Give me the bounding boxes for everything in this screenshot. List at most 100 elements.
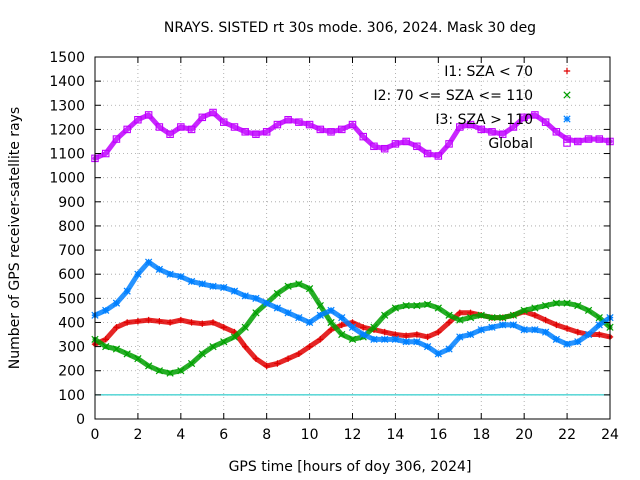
data-point <box>456 309 463 317</box>
data-point <box>284 355 292 362</box>
data-point <box>113 324 120 331</box>
data-point <box>498 130 507 138</box>
x-tick-label: 10 <box>301 427 319 443</box>
data-point <box>274 360 281 367</box>
data-point <box>188 319 195 326</box>
data-point <box>563 299 571 307</box>
data-point <box>123 287 131 295</box>
data-point <box>317 336 324 343</box>
data-point <box>445 140 453 148</box>
data-point <box>380 144 389 153</box>
data-point <box>595 135 604 143</box>
data-point <box>199 320 206 327</box>
data-point <box>338 330 346 339</box>
data-point <box>155 123 164 131</box>
data-point <box>435 328 442 336</box>
data-point <box>402 137 410 146</box>
data-point <box>509 123 518 131</box>
data-point <box>584 330 593 339</box>
legend-label-1: I1: SZA < 70 <box>444 64 533 80</box>
data-point <box>112 135 121 143</box>
data-point <box>327 326 335 333</box>
data-point <box>177 123 185 131</box>
data-point <box>252 294 260 302</box>
data-point <box>477 311 485 319</box>
y-tick-label: 500 <box>58 291 85 307</box>
y-axis-label: Number of GPS receiver-satellite rays <box>7 107 23 369</box>
data-point <box>370 142 378 151</box>
data-point <box>198 350 206 358</box>
data-point <box>499 314 507 322</box>
data-point <box>177 272 185 281</box>
chart-title: NRAYS. SISTED rt 30s mode. 306, 2024. Ma… <box>164 20 536 36</box>
data-point <box>596 331 603 338</box>
y-tick-label: 1300 <box>49 98 85 114</box>
y-tick-label: 800 <box>58 219 85 235</box>
y-tick-label: 400 <box>58 315 85 331</box>
data-point <box>134 270 142 278</box>
x-tick-label: 20 <box>515 427 533 443</box>
data-point <box>220 324 227 331</box>
data-point <box>316 311 324 319</box>
data-point <box>305 318 314 327</box>
data-point <box>155 265 163 273</box>
data-point <box>381 328 388 336</box>
data-point <box>263 362 270 370</box>
data-point <box>166 319 174 326</box>
data-point <box>177 367 185 375</box>
data-point <box>467 309 474 317</box>
data-point <box>123 125 131 134</box>
data-point <box>370 335 378 343</box>
data-point <box>273 304 282 312</box>
data-point <box>273 289 282 298</box>
data-point <box>477 125 485 134</box>
data-point <box>488 128 496 136</box>
x-tick-label: 8 <box>262 427 271 443</box>
x-tick-label: 6 <box>219 427 228 443</box>
data-point <box>166 270 174 278</box>
series-4-trace <box>92 110 613 161</box>
data-point <box>423 300 432 308</box>
data-point <box>177 316 185 324</box>
data-point <box>102 336 109 343</box>
data-point <box>252 130 260 138</box>
data-point <box>445 319 453 326</box>
data-point <box>359 330 367 339</box>
data-point <box>252 309 260 317</box>
data-point <box>241 292 249 300</box>
data-point <box>563 340 571 348</box>
data-point <box>241 128 249 136</box>
data-point <box>584 135 593 143</box>
x-tick-label: 12 <box>344 427 362 443</box>
data-point <box>284 309 292 317</box>
data-point <box>488 323 496 331</box>
data-point <box>391 304 400 312</box>
data-point <box>434 304 442 312</box>
data-point <box>488 314 496 322</box>
data-point <box>402 338 410 346</box>
y-tick-label: 900 <box>58 195 85 211</box>
data-point <box>305 120 314 129</box>
data-point <box>327 306 335 315</box>
data-point <box>284 282 292 290</box>
data-point <box>101 149 110 158</box>
data-point <box>252 355 260 362</box>
data-point <box>305 285 314 293</box>
data-point <box>187 359 196 368</box>
data-point <box>413 301 421 310</box>
data-point <box>434 350 442 358</box>
data-point <box>531 304 539 312</box>
data-point <box>123 319 131 326</box>
data-point <box>424 333 431 341</box>
data-point <box>338 321 345 329</box>
data-point <box>542 316 549 324</box>
x-tick-label: 18 <box>472 427 490 443</box>
axis-ticks: 0100200300400500600700800900100011001200… <box>49 50 619 443</box>
series-4 <box>91 108 614 163</box>
data-point <box>531 111 539 119</box>
x-tick-label: 16 <box>429 427 447 443</box>
y-tick-label: 0 <box>76 412 85 428</box>
data-point <box>187 277 196 286</box>
